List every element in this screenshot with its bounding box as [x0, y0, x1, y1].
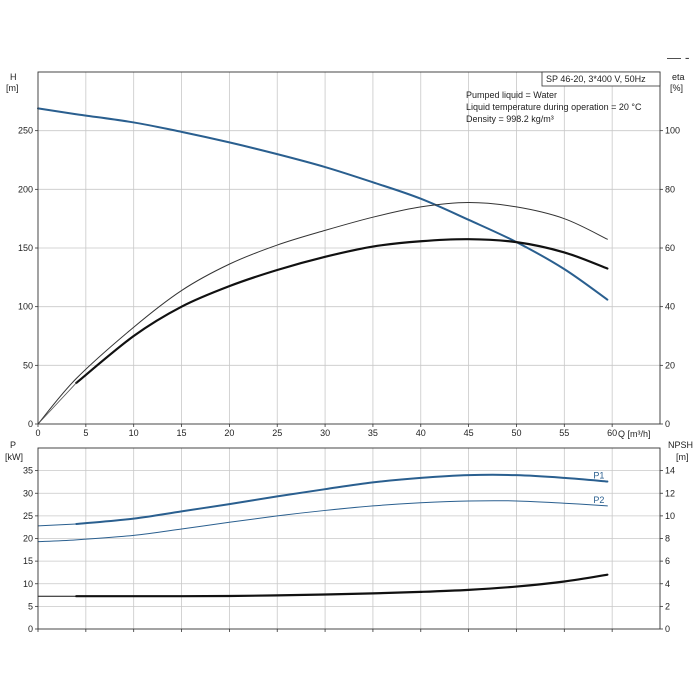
x-tick-label: 5 [83, 428, 88, 438]
series-label-p2: P2 [593, 495, 604, 505]
x-tick-label: 0 [35, 428, 40, 438]
top-left-tick-label: 150 [18, 243, 33, 253]
bottom-left-tick-label: 0 [28, 624, 33, 634]
top-right-axis-unit: [%] [670, 83, 683, 93]
x-tick-label: 55 [559, 428, 569, 438]
model-label-box [541, 71, 661, 87]
top-series-line [37, 107, 609, 301]
top-left-tick-label: 0 [28, 419, 33, 429]
top-axes: 0 5 10 15 20 25 30 35 40 45 50 55 60 0 50 100 150 200 250 0… [18, 126, 680, 438]
x-tick-label: 25 [272, 428, 282, 438]
x-tick-label: 15 [177, 428, 187, 438]
bottom-axes: 0 5 10 15 20 25 30 35 0 2 4 6 8 10 12 14 [23, 466, 675, 634]
bottom-series-line [37, 523, 77, 527]
info-line-density: Density = 998.2 kg/m³ [466, 114, 554, 124]
bottom-right-axis-unit: [m] [676, 452, 689, 462]
top-right-tick-label: 20 [665, 360, 675, 370]
bottom-grid [38, 448, 660, 629]
top-left-tick-label: 250 [18, 126, 33, 136]
bottom-right-tick-label: 0 [665, 624, 670, 634]
x-tick-label: 35 [368, 428, 378, 438]
x-tick-label: 40 [416, 428, 426, 438]
bottom-left-tick-label: 35 [23, 466, 33, 476]
power-npsh-panel: 0 5 10 15 20 25 30 35 0 2 4 6 8 10 12 14 P1 P2 P [kW] NP… [5, 440, 693, 634]
bottom-left-tick-label: 30 [23, 488, 33, 498]
x-axis-label: Q [m³/h] [618, 429, 651, 439]
legend-glyph: — - [667, 49, 690, 65]
top-right-axis-title: eta [672, 72, 685, 82]
top-grid [38, 72, 660, 424]
bottom-right-tick-label: 2 [665, 601, 670, 611]
x-tick-label: 30 [320, 428, 330, 438]
bottom-right-tick-label: 10 [665, 511, 675, 521]
bottom-series: P1 P2 [37, 470, 609, 598]
top-right-tick-label: 60 [665, 243, 675, 253]
bottom-right-axis-title: NPSH [668, 440, 693, 450]
top-series [37, 107, 609, 425]
top-left-tick-label: 100 [18, 302, 33, 312]
top-series-line [37, 382, 77, 425]
bottom-series-line [75, 573, 609, 598]
top-plot-frame [37, 71, 661, 425]
bottom-right-tick-label: 12 [665, 488, 675, 498]
top-right-tick-label: 40 [665, 302, 675, 312]
bottom-left-axis-unit: [kW] [5, 452, 23, 462]
x-tick-label: 60 [607, 428, 617, 438]
bottom-right-tick-label: 6 [665, 556, 670, 566]
bottom-left-axis-title: P [10, 440, 16, 450]
top-series-line [75, 238, 609, 385]
x-tick-label: 45 [464, 428, 474, 438]
bottom-series-line [75, 473, 609, 526]
x-tick-label: 10 [129, 428, 139, 438]
top-right-tick-label: 100 [665, 126, 680, 136]
bottom-left-tick-label: 10 [23, 579, 33, 589]
top-series-line [37, 107, 77, 115]
bottom-left-tick-label: 20 [23, 534, 33, 544]
x-tick-label: 50 [511, 428, 521, 438]
head-efficiency-panel: 0 5 10 15 20 25 30 35 40 45 50 55 60 0 50 100 150 200 250 0… [6, 71, 685, 439]
top-left-tick-label: 50 [23, 360, 33, 370]
bottom-right-tick-label: 8 [665, 534, 670, 544]
top-left-tick-label: 200 [18, 184, 33, 194]
info-line-liquid: Pumped liquid = Water [466, 90, 557, 100]
top-left-axis-title: H [10, 72, 17, 82]
top-right-tick-label: 0 [665, 419, 670, 429]
bottom-left-tick-label: 25 [23, 511, 33, 521]
x-tick-label: 20 [224, 428, 234, 438]
model-label: SP 46-20, 3*400 V, 50Hz [546, 74, 646, 84]
bottom-left-tick-label: 15 [23, 556, 33, 566]
bottom-right-tick-label: 4 [665, 579, 670, 589]
top-right-tick-label: 80 [665, 184, 675, 194]
bottom-left-tick-label: 5 [28, 601, 33, 611]
bottom-plot-frame [37, 447, 661, 630]
top-left-axis-unit: [m] [6, 83, 19, 93]
top-series-line [37, 202, 608, 425]
series-label-p1: P1 [593, 470, 604, 480]
bottom-series-line [37, 500, 608, 543]
bottom-right-tick-label: 14 [665, 466, 675, 476]
info-line-temperature: Liquid temperature during operation = 20… [466, 102, 642, 112]
